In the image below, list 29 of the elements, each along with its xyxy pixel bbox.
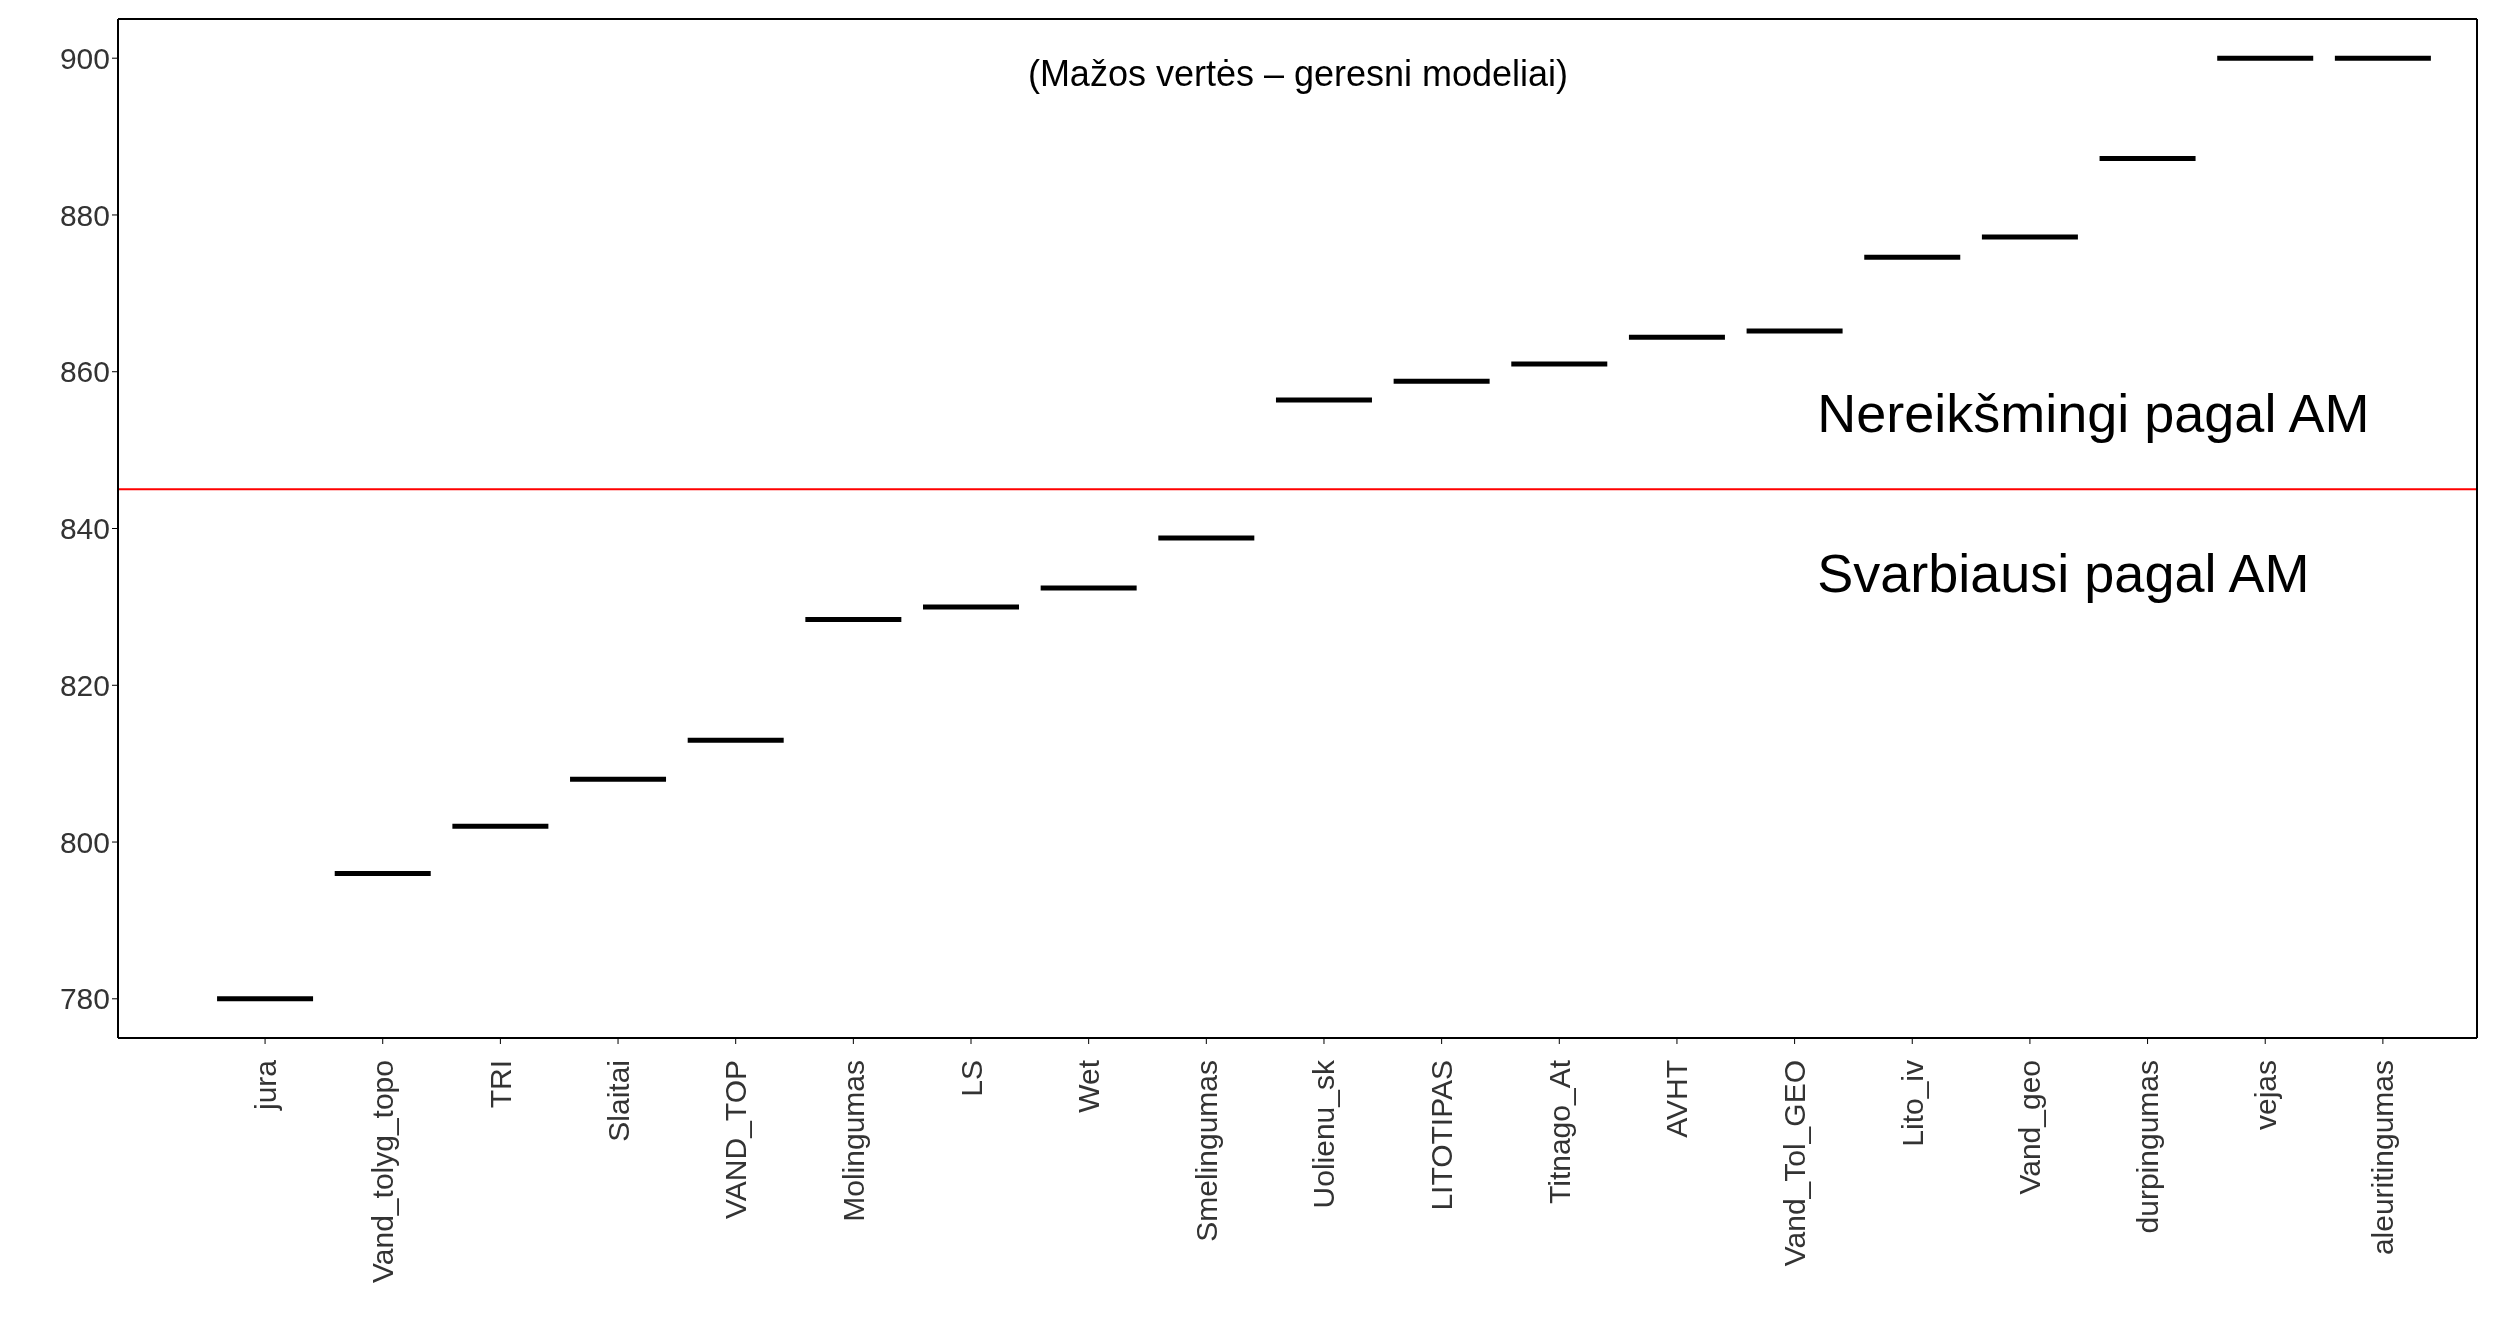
x-tick-label: Titnago_At (1542, 1059, 1576, 1204)
x-tick-label: aleuritingumas (2366, 1060, 2400, 1256)
y-tick-label: 820 (59, 668, 110, 702)
x-tick-label: LITOTIPAS (1425, 1060, 1459, 1211)
annotation: (Mažos vertės – geresni modeliai) (1027, 53, 1569, 96)
x-tick-label: durpingumas (2131, 1060, 2165, 1234)
y-tick-label: 780 (59, 982, 110, 1016)
x-tick-label: VAND_TOP (719, 1060, 753, 1219)
x-tick-label: Vand_geo (2013, 1060, 2047, 1195)
x-tick-label: AVHT (1660, 1060, 1694, 1138)
x-tick-label: Lito_iv (1895, 1060, 1929, 1147)
x-tick-label: Uolienu_sk (1307, 1059, 1341, 1209)
y-tick-label: 900 (59, 41, 110, 75)
x-tick-label: LS (954, 1060, 988, 1097)
annotation: Nereikšmingi pagal AM (1817, 381, 2370, 444)
x-tick-label: jura (248, 1059, 282, 1112)
annotation: Svarbiausi pagal AM (1817, 541, 2310, 604)
x-tick-label: Molingumas (836, 1060, 870, 1222)
x-tick-label: Vand_Tol_GEO (1778, 1060, 1812, 1267)
y-tick-label: 880 (59, 198, 110, 232)
x-tick-label: Vand_tolyg_topo (366, 1060, 400, 1283)
x-tick-label: Slaitai (601, 1060, 635, 1142)
x-tick-label: TRI (483, 1060, 517, 1109)
y-tick-label: 860 (59, 355, 110, 389)
x-tick-label: vejas (2248, 1060, 2282, 1131)
x-tick-label: Wet (1072, 1059, 1106, 1113)
x-tick-label: Smelingumas (1189, 1060, 1223, 1242)
y-tick-label: 840 (59, 512, 110, 546)
y-tick-label: 800 (59, 825, 110, 859)
